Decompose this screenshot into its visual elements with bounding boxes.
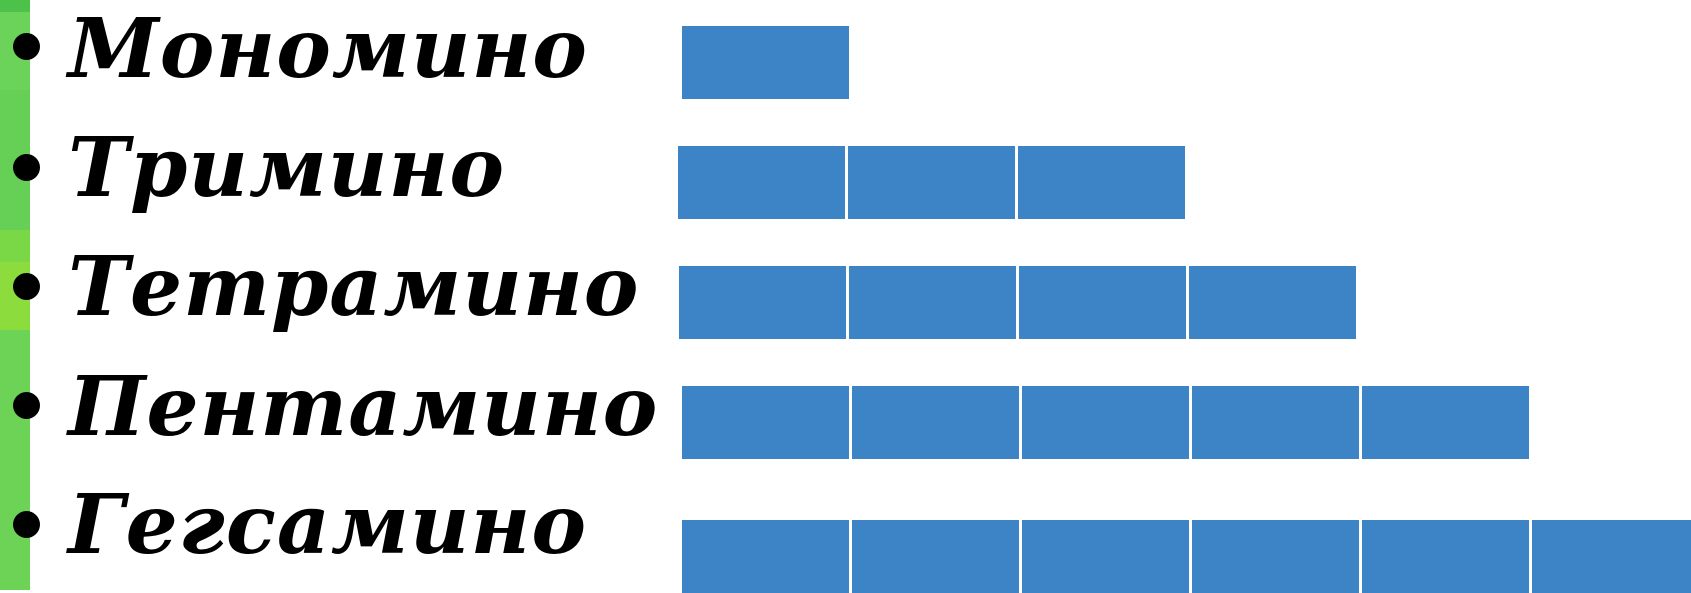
- squares-bar: [679, 266, 1356, 339]
- square-cell: [1192, 520, 1359, 593]
- square-cell: [1362, 386, 1529, 459]
- squares-bar: [682, 520, 1691, 593]
- square-cell: [682, 520, 849, 593]
- square-cell: [1532, 520, 1691, 593]
- squares-bar: [682, 386, 1529, 459]
- square-cell: [1192, 386, 1359, 459]
- item-label: Мономино: [68, 1, 588, 97]
- square-cell: [1022, 386, 1189, 459]
- bullet-icon: [13, 511, 40, 538]
- squares-bar: [678, 146, 1185, 219]
- list-item-monomino: Мономино: [0, 0, 1691, 100]
- square-cell: [682, 26, 849, 99]
- square-cell: [1362, 520, 1529, 593]
- square-cell: [1189, 266, 1356, 339]
- square-cell: [848, 146, 1015, 219]
- bullet-icon: [13, 273, 40, 300]
- list-item-trimino: Тримино: [0, 120, 1691, 220]
- bullet-icon: [13, 392, 40, 419]
- bullet-icon: [13, 33, 40, 60]
- square-cell: [1018, 146, 1185, 219]
- square-cell: [849, 266, 1016, 339]
- square-cell: [679, 266, 846, 339]
- item-label: Пентамино: [68, 359, 659, 455]
- bullet-icon: [13, 154, 40, 181]
- list-item-geksamino: Гегсамино: [0, 477, 1691, 593]
- square-cell: [852, 386, 1019, 459]
- square-cell: [1019, 266, 1186, 339]
- squares-bar: [682, 26, 849, 99]
- item-label: Тетрамино: [68, 239, 640, 335]
- square-cell: [1022, 520, 1189, 593]
- square-cell: [682, 386, 849, 459]
- list-item-tetramino: Тетрамино: [0, 240, 1691, 340]
- square-cell: [852, 520, 1019, 593]
- list-item-pentamino: Пентамино: [0, 360, 1691, 460]
- square-cell: [678, 146, 845, 219]
- item-label: Гегсамино: [68, 477, 588, 573]
- item-label: Тримино: [68, 120, 506, 216]
